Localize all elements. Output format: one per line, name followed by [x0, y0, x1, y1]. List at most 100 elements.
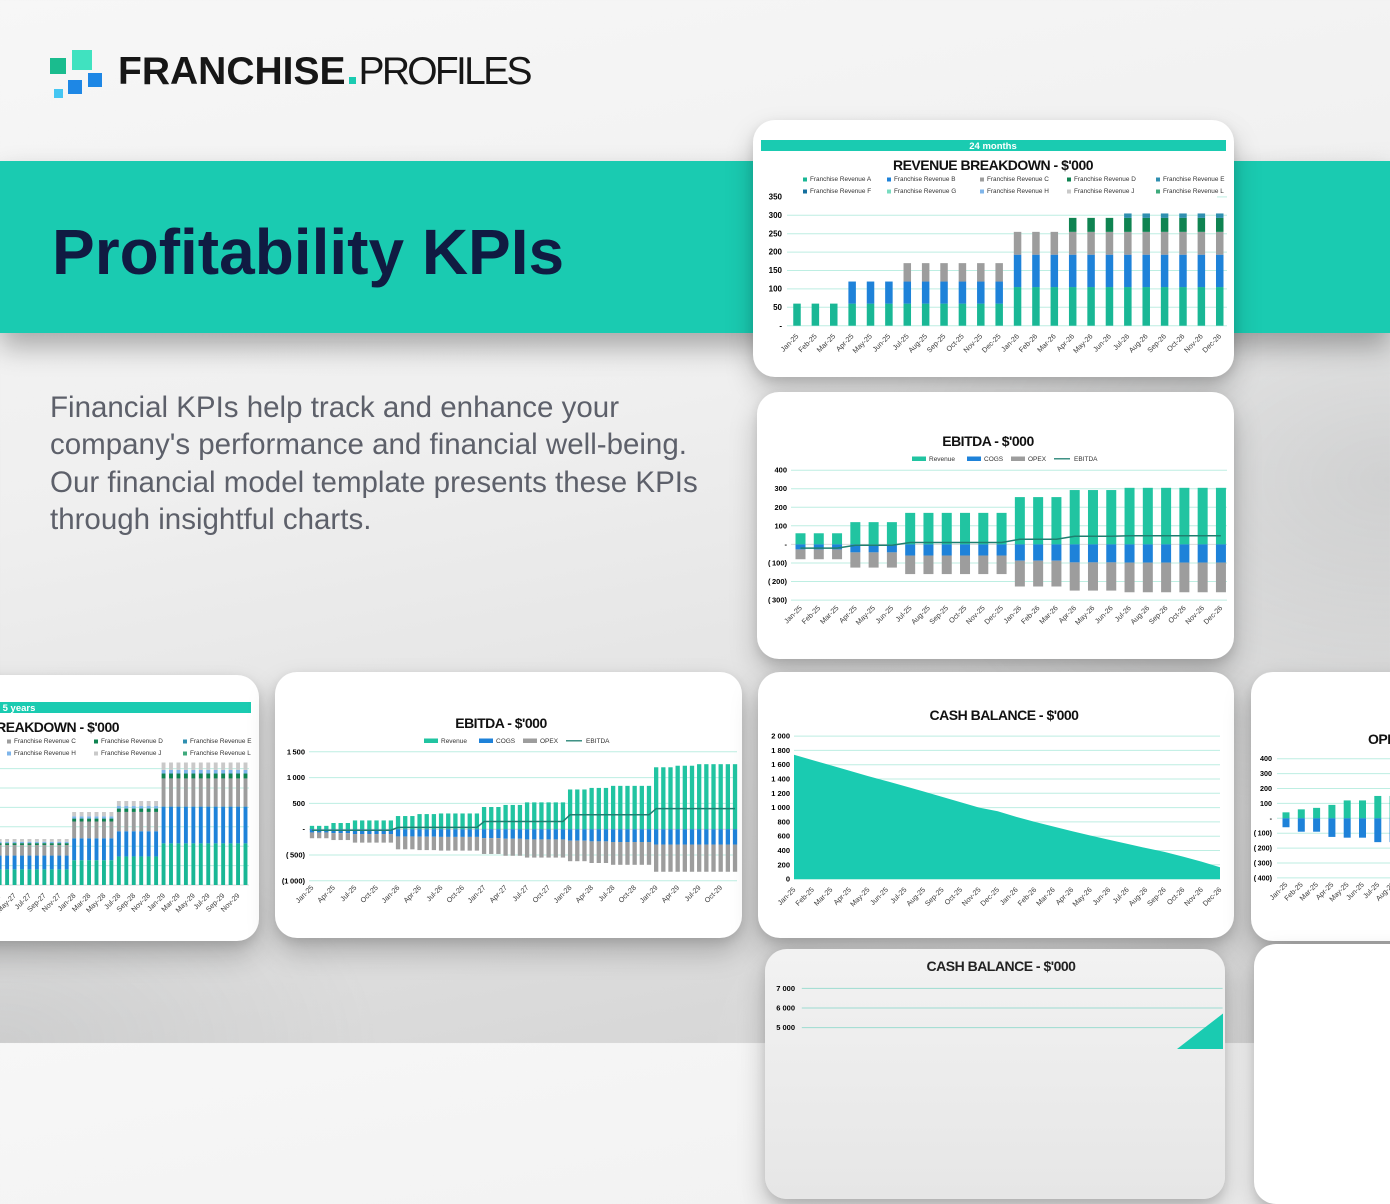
svg-text:Jan-29: Jan-29	[638, 883, 660, 905]
svg-text:Apr-29: Apr-29	[659, 883, 681, 905]
svg-text:May-26: May-26	[1073, 603, 1096, 626]
svg-text:Aug-25: Aug-25	[904, 885, 927, 908]
svg-text:( 500): ( 500)	[286, 851, 306, 860]
svg-text:Nov-25: Nov-25	[964, 603, 987, 626]
svg-text:400: 400	[777, 846, 790, 855]
svg-text:Apr-25: Apr-25	[315, 883, 337, 905]
svg-text:100: 100	[774, 521, 787, 530]
svg-text:EBITDA: EBITDA	[586, 738, 610, 745]
svg-text:150: 150	[769, 266, 783, 275]
svg-text:1 800: 1 800	[771, 746, 790, 755]
svg-text:Jun-25: Jun-25	[870, 332, 892, 354]
svg-text:Franchise Revenue D: Franchise Revenue D	[1074, 176, 1136, 183]
svg-text:Feb-25: Feb-25	[796, 332, 818, 354]
svg-text:Nov-25: Nov-25	[961, 332, 984, 355]
svg-text:Oct-29: Oct-29	[702, 883, 724, 905]
svg-text:( 300): ( 300)	[768, 596, 788, 605]
svg-text:Jul-27: Jul-27	[510, 883, 530, 903]
svg-text:Mar-26: Mar-26	[1034, 885, 1056, 907]
svg-text:Mar-25: Mar-25	[812, 885, 834, 907]
svg-text:Aug-26: Aug-26	[1127, 885, 1150, 908]
svg-text:Franchise Revenue H: Franchise Revenue H	[14, 750, 76, 757]
svg-text:Jun-26: Jun-26	[1090, 885, 1112, 907]
svg-text:Mar-25: Mar-25	[818, 603, 840, 625]
svg-text:Franchise Revenue L: Franchise Revenue L	[190, 750, 251, 757]
svg-text:1 400: 1 400	[771, 775, 790, 784]
svg-text:Dec-25: Dec-25	[978, 885, 1001, 908]
svg-text:Jan-26: Jan-26	[1001, 603, 1023, 625]
svg-text:300: 300	[1260, 769, 1272, 778]
svg-text:-: -	[779, 321, 782, 330]
svg-text:Mar-26: Mar-26	[1035, 332, 1057, 354]
svg-text:5 000: 5 000	[776, 1023, 795, 1032]
svg-text:Jan-25: Jan-25	[779, 332, 801, 354]
svg-text:( 300): ( 300)	[1254, 859, 1273, 868]
svg-text:May-25: May-25	[854, 603, 877, 626]
svg-text:Dec-26: Dec-26	[1202, 603, 1225, 626]
svg-text:Oct-26: Oct-26	[444, 883, 466, 905]
svg-text:Jan-25: Jan-25	[776, 885, 798, 907]
svg-text:Oct-27: Oct-27	[530, 883, 552, 905]
svg-text:Sep-25: Sep-25	[923, 885, 946, 908]
svg-text:( 400): ( 400)	[1254, 873, 1273, 882]
svg-text:Dec-25: Dec-25	[980, 332, 1003, 355]
svg-text:Sep-25: Sep-25	[927, 603, 950, 626]
svg-text:EBITDA: EBITDA	[1074, 456, 1098, 463]
svg-text:2 000: 2 000	[771, 732, 790, 741]
svg-text:1 200: 1 200	[771, 789, 790, 798]
svg-text:Franchise Revenue E: Franchise Revenue E	[1163, 176, 1224, 183]
svg-text:600: 600	[777, 832, 790, 841]
svg-text:Franchise Revenue E: Franchise Revenue E	[190, 738, 251, 745]
svg-text:Feb-26: Feb-26	[1019, 603, 1041, 625]
svg-text:Sep-26: Sep-26	[1147, 603, 1170, 626]
svg-text:May-25: May-25	[848, 885, 871, 908]
svg-text:100: 100	[1260, 799, 1272, 808]
svg-text:Franchise Revenue F: Franchise Revenue F	[810, 188, 871, 195]
svg-text:Nov-25: Nov-25	[960, 885, 983, 908]
svg-text:Jun-25: Jun-25	[868, 885, 890, 907]
svg-text:Jan-26: Jan-26	[380, 883, 402, 905]
svg-text:350: 350	[769, 193, 783, 202]
svg-text:-: -	[785, 540, 788, 549]
svg-text:EBITDA - $'000: EBITDA - $'000	[942, 433, 1034, 449]
svg-text:1 000: 1 000	[287, 773, 305, 782]
svg-text:Franchise Revenue C: Franchise Revenue C	[14, 738, 76, 745]
svg-text:1 500: 1 500	[287, 747, 305, 756]
svg-text:Jun-26: Jun-26	[1091, 332, 1113, 354]
svg-text:Dec-25: Dec-25	[982, 603, 1005, 626]
svg-text:Apr-27: Apr-27	[487, 883, 509, 905]
svg-text:EBITDA - $'000: EBITDA - $'000	[455, 715, 547, 731]
svg-text:Franchise Revenue C: Franchise Revenue C	[987, 176, 1049, 183]
svg-text:Revenue: Revenue	[929, 456, 955, 463]
svg-text:May-26: May-26	[1071, 332, 1094, 355]
svg-text:Franchise Revenue J: Franchise Revenue J	[1074, 188, 1134, 195]
svg-text:( 200): ( 200)	[1254, 844, 1273, 853]
svg-text:Apr-26: Apr-26	[401, 883, 423, 905]
svg-text:Dec-26: Dec-26	[1201, 885, 1224, 908]
svg-text:Jun-25: Jun-25	[873, 603, 895, 625]
svg-text:400: 400	[1260, 754, 1272, 763]
svg-text:Aug-25: Aug-25	[909, 603, 932, 626]
svg-text:Dec-26: Dec-26	[1200, 332, 1223, 355]
svg-text:Jan-25: Jan-25	[782, 603, 804, 625]
svg-text:REVENUE BREAKDOWN - $'000: REVENUE BREAKDOWN - $'000	[0, 719, 120, 735]
svg-text:0: 0	[786, 875, 790, 884]
svg-text:Feb-26: Feb-26	[1016, 885, 1038, 907]
svg-text:CASH BALANCE - $'000: CASH BALANCE - $'000	[927, 958, 1077, 974]
svg-text:7 000: 7 000	[776, 984, 795, 993]
svg-text:200: 200	[1260, 784, 1272, 793]
svg-text:Feb-26: Feb-26	[1017, 332, 1039, 354]
svg-text:Aug-26: Aug-26	[1128, 603, 1151, 626]
svg-text:OPEX: OPEX	[540, 738, 559, 745]
svg-text:Franchise Revenue D: Franchise Revenue D	[101, 738, 163, 745]
svg-text:1 000: 1 000	[771, 803, 790, 812]
svg-text:5 years: 5 years	[3, 703, 36, 714]
svg-text:(1 000): (1 000)	[282, 876, 306, 885]
svg-text:( 200): ( 200)	[768, 577, 788, 586]
svg-text:Jan-26: Jan-26	[999, 332, 1021, 354]
svg-text:Aug-25: Aug-25	[906, 332, 929, 355]
svg-text:COGS: COGS	[496, 738, 516, 745]
svg-text:COGS: COGS	[984, 456, 1004, 463]
svg-text:Revenue: Revenue	[441, 738, 467, 745]
svg-text:May-25: May-25	[851, 332, 874, 355]
